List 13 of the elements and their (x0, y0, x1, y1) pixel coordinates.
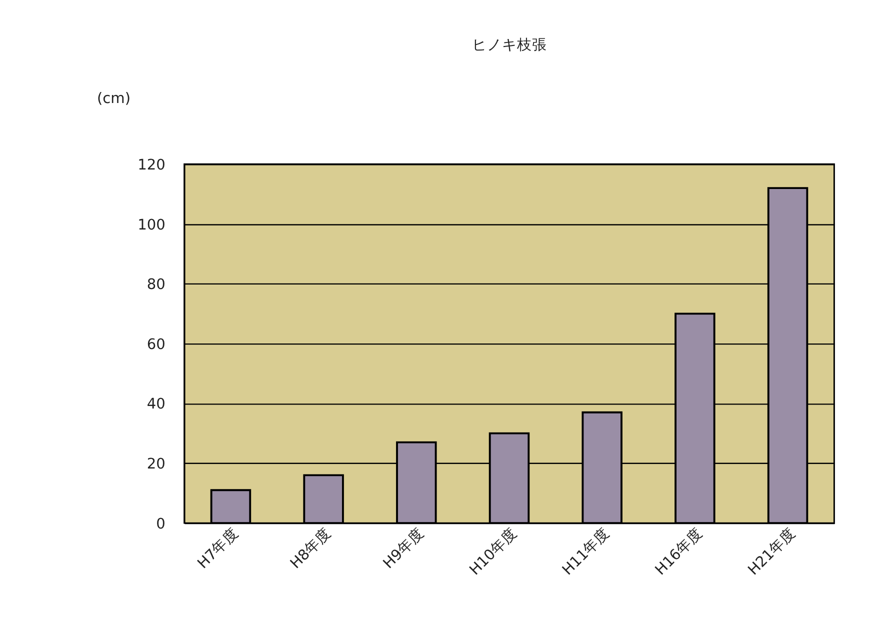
x-tick-label: H7年度 (194, 524, 242, 572)
x-tick-label: H21年度 (744, 524, 799, 579)
y-axis-title: (cm) (97, 90, 131, 108)
y-tick-label: 20 (146, 456, 166, 473)
chart-title: ヒノキ枝張 (472, 36, 547, 54)
x-tick-label: H9年度 (380, 524, 428, 572)
y-tick-label: 100 (138, 216, 166, 234)
x-tick-label: H8年度 (287, 524, 335, 572)
y-tick-label: 40 (146, 396, 166, 413)
y-tick-label: 80 (146, 276, 166, 294)
y-tick-label: 0 (156, 515, 166, 532)
y-tick-label: 120 (138, 156, 166, 174)
y-tick-label: 60 (146, 336, 166, 353)
